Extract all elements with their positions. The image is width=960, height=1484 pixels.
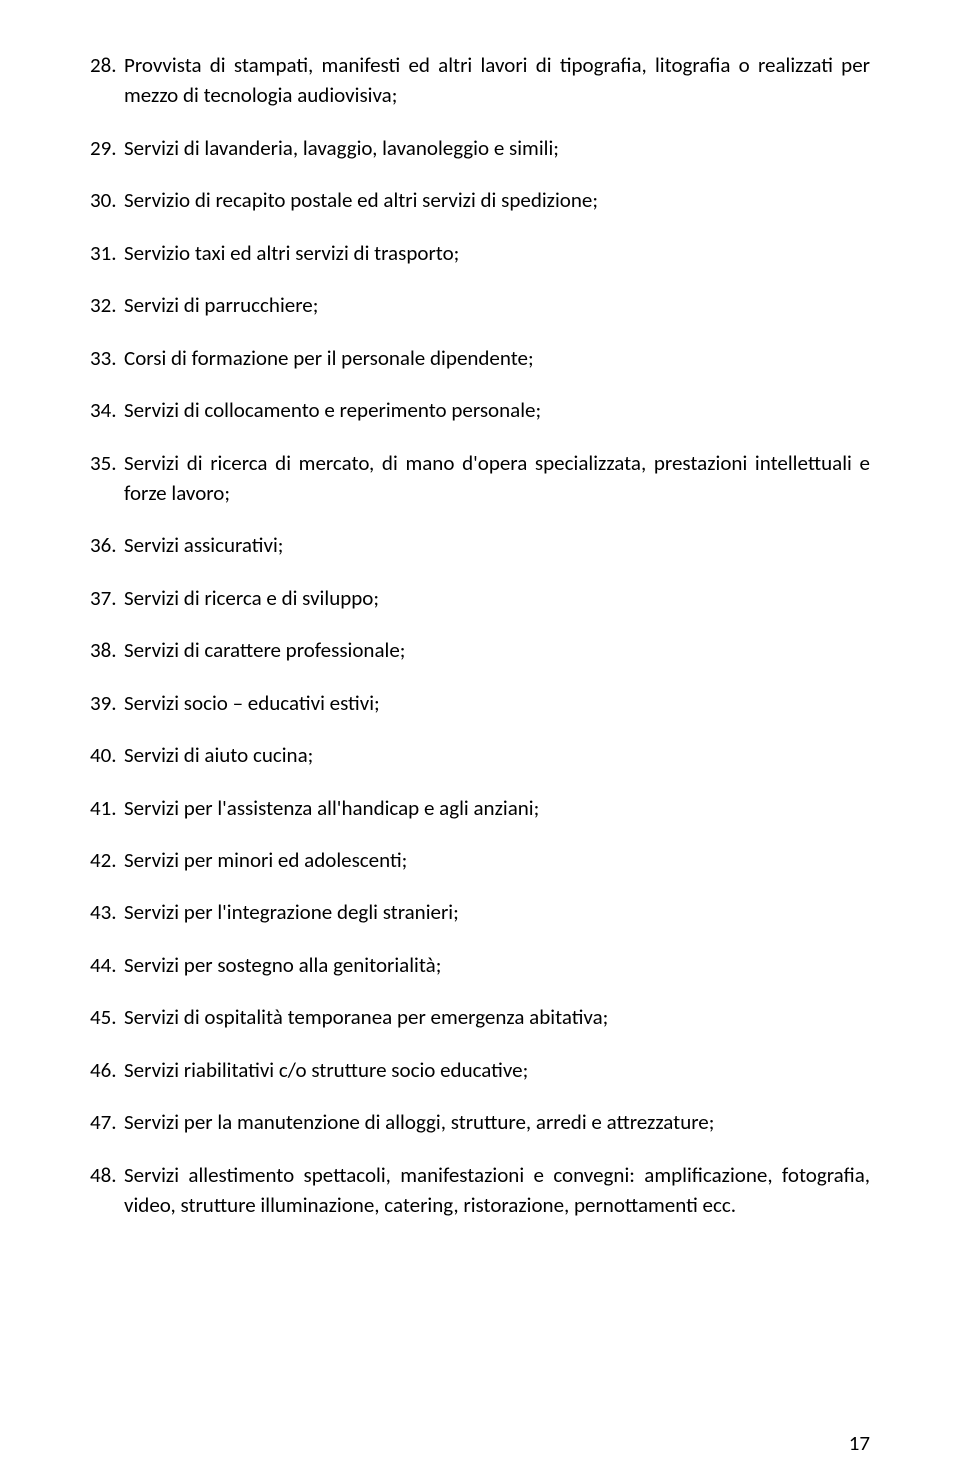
item-text: Servizi per sostegno alla genitorialità; bbox=[124, 950, 870, 980]
list-item: 30.Servizio di recapito postale ed altri… bbox=[90, 185, 870, 215]
item-text: Servizi di ricerca e di sviluppo; bbox=[124, 583, 870, 613]
list-item: 44.Servizi per sostegno alla genitoriali… bbox=[90, 950, 870, 980]
list-item: 32.Servizi di parrucchiere; bbox=[90, 290, 870, 320]
list-item: 40.Servizi di aiuto cucina; bbox=[90, 740, 870, 770]
item-number: 36. bbox=[90, 530, 124, 560]
item-number: 34. bbox=[90, 395, 124, 425]
item-number: 31. bbox=[90, 238, 124, 268]
item-text: Servizi di collocamento e reperimento pe… bbox=[124, 395, 870, 425]
list-item: 34.Servizi di collocamento e reperimento… bbox=[90, 395, 870, 425]
item-text: Servizi socio – educativi estivi; bbox=[124, 688, 870, 718]
list-item: 33.Corsi di formazione per il personale … bbox=[90, 343, 870, 373]
list-item: 39.Servizi socio – educativi estivi; bbox=[90, 688, 870, 718]
item-number: 37. bbox=[90, 583, 124, 613]
item-text: Servizi per la manutenzione di alloggi, … bbox=[124, 1107, 870, 1137]
list-item: 45.Servizi di ospitalità temporanea per … bbox=[90, 1002, 870, 1032]
item-number: 33. bbox=[90, 343, 124, 373]
list-item: 31.Servizio taxi ed altri servizi di tra… bbox=[90, 238, 870, 268]
document-page: 28.Provvista di stampati, manifesti ed a… bbox=[0, 0, 960, 1484]
list-item: 47.Servizi per la manutenzione di allogg… bbox=[90, 1107, 870, 1137]
item-number: 39. bbox=[90, 688, 124, 718]
list-item: 38.Servizi di carattere professionale; bbox=[90, 635, 870, 665]
item-text: Servizi per minori ed adolescenti; bbox=[124, 845, 870, 875]
list-item: 41.Servizi per l'assistenza all'handicap… bbox=[90, 793, 870, 823]
list-item: 42.Servizi per minori ed adolescenti; bbox=[90, 845, 870, 875]
item-text: Servizi di parrucchiere; bbox=[124, 290, 870, 320]
item-text: Servizio di recapito postale ed altri se… bbox=[124, 185, 870, 215]
item-text: Servizi di ricerca di mercato, di mano d… bbox=[124, 448, 870, 509]
numbered-list: 28.Provvista di stampati, manifesti ed a… bbox=[90, 50, 870, 1221]
item-text: Servizi per l'integrazione degli stranie… bbox=[124, 897, 870, 927]
item-text: Servizi assicurativi; bbox=[124, 530, 870, 560]
item-number: 46. bbox=[90, 1055, 124, 1085]
item-number: 47. bbox=[90, 1107, 124, 1137]
item-number: 35. bbox=[90, 448, 124, 509]
item-text: Servizi di lavanderia, lavaggio, lavanol… bbox=[124, 133, 870, 163]
item-number: 42. bbox=[90, 845, 124, 875]
item-text: Servizio taxi ed altri servizi di traspo… bbox=[124, 238, 870, 268]
item-text: Corsi di formazione per il personale dip… bbox=[124, 343, 870, 373]
item-text: Servizi di ospitalità temporanea per eme… bbox=[124, 1002, 870, 1032]
item-text: Provvista di stampati, manifesti ed altr… bbox=[124, 50, 870, 111]
item-number: 48. bbox=[90, 1160, 124, 1221]
item-number: 45. bbox=[90, 1002, 124, 1032]
list-item: 46.Servizi riabilitativi c/o strutture s… bbox=[90, 1055, 870, 1085]
item-number: 30. bbox=[90, 185, 124, 215]
item-number: 32. bbox=[90, 290, 124, 320]
list-item: 48.Servizi allestimento spettacoli, mani… bbox=[90, 1160, 870, 1221]
item-text: Servizi per l'assistenza all'handicap e … bbox=[124, 793, 870, 823]
item-number: 38. bbox=[90, 635, 124, 665]
item-number: 40. bbox=[90, 740, 124, 770]
list-item: 36.Servizi assicurativi; bbox=[90, 530, 870, 560]
page-number: 17 bbox=[849, 1430, 870, 1456]
item-text: Servizi allestimento spettacoli, manifes… bbox=[124, 1160, 870, 1221]
item-number: 41. bbox=[90, 793, 124, 823]
list-item: 37.Servizi di ricerca e di sviluppo; bbox=[90, 583, 870, 613]
item-number: 28. bbox=[90, 50, 124, 111]
list-item: 43.Servizi per l'integrazione degli stra… bbox=[90, 897, 870, 927]
item-number: 44. bbox=[90, 950, 124, 980]
list-item: 28.Provvista di stampati, manifesti ed a… bbox=[90, 50, 870, 111]
list-item: 35.Servizi di ricerca di mercato, di man… bbox=[90, 448, 870, 509]
item-number: 43. bbox=[90, 897, 124, 927]
item-text: Servizi di carattere professionale; bbox=[124, 635, 870, 665]
item-number: 29. bbox=[90, 133, 124, 163]
item-text: Servizi di aiuto cucina; bbox=[124, 740, 870, 770]
list-item: 29.Servizi di lavanderia, lavaggio, lava… bbox=[90, 133, 870, 163]
item-text: Servizi riabilitativi c/o strutture soci… bbox=[124, 1055, 870, 1085]
